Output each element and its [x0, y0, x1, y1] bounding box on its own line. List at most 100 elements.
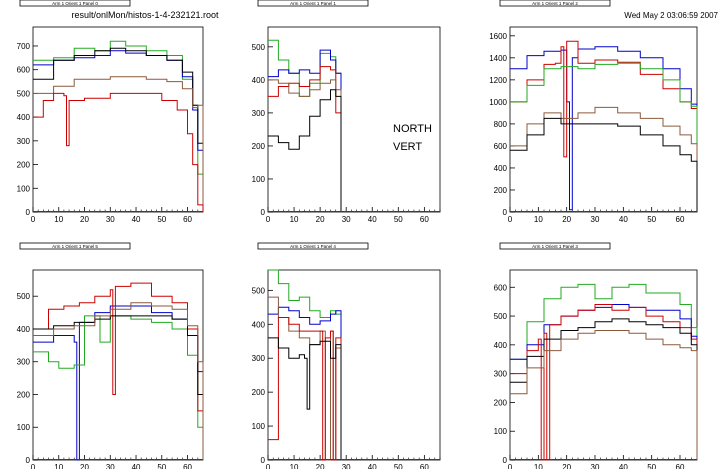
y-tick-label: 100: [494, 427, 508, 436]
panel-title-box: [19, 242, 131, 250]
x-tick-label: 30: [591, 463, 600, 469]
y-tick-label: 0: [261, 456, 266, 465]
y-tick-label: 300: [252, 354, 266, 363]
plot-frame: [267, 269, 441, 461]
series-line-green: [510, 283, 698, 460]
y-tick-label: 0: [26, 208, 31, 217]
x-tick-label: 20: [80, 463, 89, 469]
x-tick-label: 40: [619, 215, 628, 224]
y-tick-label: 200: [252, 388, 266, 397]
y-tick-label: 500: [17, 89, 31, 98]
y-tick-label: 800: [494, 120, 508, 129]
region-label-north: NORTH: [393, 123, 432, 135]
x-tick-label: 30: [106, 463, 115, 469]
x-tick-label: 60: [183, 463, 192, 469]
x-tick-label: 30: [106, 215, 115, 224]
y-tick-label: 400: [252, 320, 266, 329]
y-tick-label: 100: [252, 175, 266, 184]
y-tick-label: 200: [252, 142, 266, 151]
panel-title-box: [499, 242, 611, 250]
series-line-brown: [33, 302, 204, 460]
x-tick-label: 40: [132, 463, 141, 469]
y-tick-label: 400: [17, 113, 31, 122]
series-line-black: [268, 89, 342, 212]
panel-title-box: [499, 0, 611, 7]
x-tick-label: 10: [290, 463, 299, 469]
x-tick-label: 30: [342, 215, 351, 224]
histogram-panel: Arm 1 Orient 1 Panel 0010020030040050060…: [17, 0, 204, 224]
y-tick-label: 100: [17, 423, 31, 432]
x-tick-label: 50: [394, 215, 403, 224]
y-tick-label: 300: [17, 358, 31, 367]
x-tick-label: 40: [368, 463, 377, 469]
y-tick-label: 0: [261, 208, 266, 217]
x-tick-label: 10: [54, 215, 63, 224]
series-line-green: [33, 315, 204, 460]
series-line-brown: [510, 330, 698, 460]
x-tick-label: 0: [266, 463, 271, 469]
x-tick-label: 0: [266, 215, 271, 224]
x-tick-label: 40: [368, 215, 377, 224]
series-line-blue: [268, 306, 342, 460]
x-tick-label: 60: [420, 215, 429, 224]
series-line-brown: [510, 106, 698, 212]
x-tick-label: 20: [562, 463, 571, 469]
series-line-black: [268, 337, 342, 460]
x-tick-label: 60: [420, 463, 429, 469]
y-tick-label: 600: [494, 142, 508, 151]
y-tick-label: 300: [252, 109, 266, 118]
histogram-panel: Arm 1 Orient 1 Panel 2020040060080010001…: [489, 0, 698, 224]
x-tick-label: 40: [619, 463, 628, 469]
x-tick-label: 50: [647, 215, 656, 224]
panel-title: Arm 1 Orient 1 Panel 2: [532, 1, 578, 6]
x-tick-label: 0: [508, 463, 513, 469]
y-tick-label: 700: [17, 42, 31, 51]
y-tick-label: 0: [503, 208, 508, 217]
x-tick-label: 20: [316, 463, 325, 469]
plot-frame: [509, 26, 698, 213]
series-line-black: [510, 117, 698, 212]
y-tick-label: 500: [252, 286, 266, 295]
y-tick-label: 100: [17, 184, 31, 193]
y-tick-label: 400: [17, 325, 31, 334]
y-tick-label: 500: [17, 292, 31, 301]
y-tick-label: 1200: [489, 76, 507, 85]
y-tick-label: 300: [17, 137, 31, 146]
panel-title-box: [257, 242, 369, 250]
series-line-red: [510, 304, 698, 461]
x-tick-label: 50: [157, 463, 166, 469]
series-line-red: [268, 66, 342, 212]
histogram-panel: Arm 1 Orient 1 Panel 4 0 100 200 300 400 500 0 1…: [252, 242, 441, 469]
y-tick-label: 500: [252, 43, 266, 52]
series-line-red: [33, 92, 204, 212]
series-line-black: [33, 315, 204, 460]
x-tick-label: 0: [508, 215, 513, 224]
x-tick-label: 40: [132, 215, 141, 224]
y-tick-label: 600: [494, 283, 508, 292]
y-tick-label: 200: [494, 398, 508, 407]
series-line-red: [510, 40, 698, 212]
plot-frame: [32, 26, 204, 213]
series-line-blue: [268, 49, 342, 212]
series-line-green: [268, 39, 342, 212]
x-tick-label: 50: [157, 215, 166, 224]
x-tick-label: 10: [54, 463, 63, 469]
x-tick-label: 20: [80, 215, 89, 224]
x-tick-label: 0: [31, 463, 36, 469]
y-tick-label: 0: [503, 456, 508, 465]
y-tick-label: 100: [252, 422, 266, 431]
panel-title: Arm 1 Orient 1 Panel 0: [52, 1, 98, 6]
y-tick-label: 300: [494, 370, 508, 379]
panel-title: Arm 1 Orient 1 Panel 4: [290, 244, 336, 249]
series-line-brown: [33, 76, 204, 212]
x-tick-label: 60: [183, 215, 192, 224]
x-tick-label: 20: [316, 215, 325, 224]
plot-frame: [267, 26, 441, 213]
histogram-panel: Arm 1 Orient 1 Panel 5 0 100 200 300 400 500 0 1…: [17, 242, 204, 469]
x-tick-label: 50: [394, 463, 403, 469]
x-tick-label: 50: [647, 463, 656, 469]
series-line-black: [510, 318, 698, 460]
date-label: Wed May 2 03:06:59 2007: [624, 11, 718, 20]
x-tick-label: 30: [591, 215, 600, 224]
